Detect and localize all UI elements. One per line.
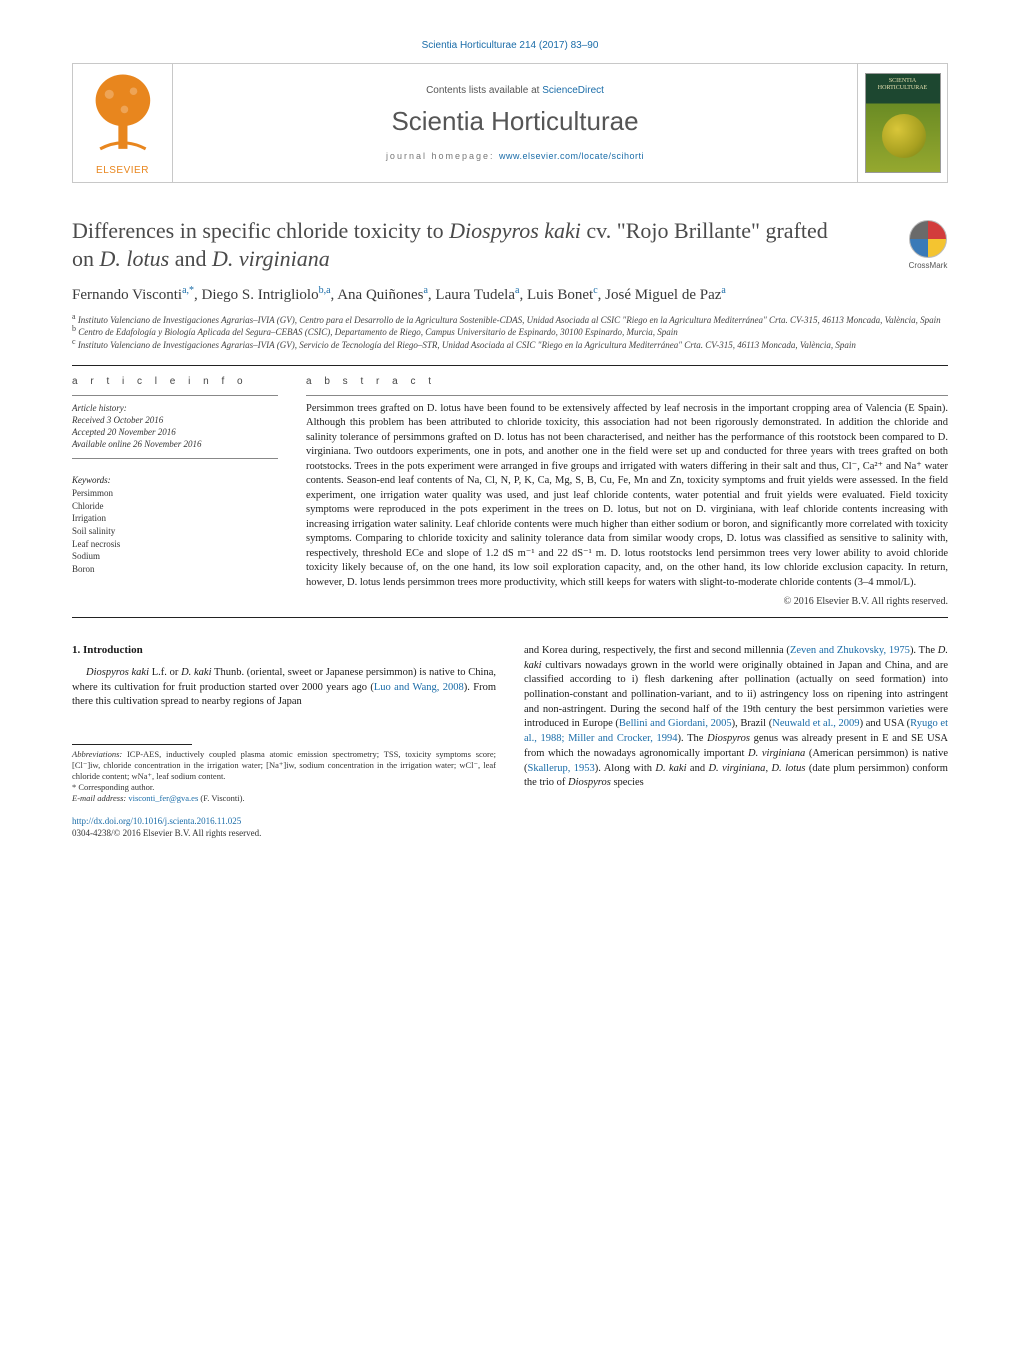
crossmark-icon — [908, 219, 948, 259]
footnotes: Abbreviations: ICP-AES, inductively coup… — [72, 749, 496, 804]
header-citation: Scientia Horticulturae 214 (2017) 83–90 — [72, 40, 948, 51]
author-list: Fernando Viscontia,*, Diego S. Intriglio… — [72, 285, 948, 306]
article-title: Differences in specific chloride toxicit… — [72, 217, 832, 273]
doi-block: http://dx.doi.org/10.1016/j.scienta.2016… — [72, 816, 496, 839]
keyword: Soil salinity — [72, 525, 278, 538]
footnotes-rule — [72, 744, 192, 745]
keyword: Chloride — [72, 500, 278, 513]
history-label: Article history: — [72, 402, 278, 414]
issn-line: 0304-4238/© 2016 Elsevier B.V. All right… — [72, 828, 496, 840]
keyword: Sodium — [72, 550, 278, 563]
sciencedirect-link[interactable]: ScienceDirect — [542, 85, 604, 96]
rule — [72, 617, 948, 618]
doi-link[interactable]: http://dx.doi.org/10.1016/j.scienta.2016… — [72, 816, 241, 826]
keyword: Irrigation — [72, 512, 278, 525]
intro-col2: and Korea during, respectively, the firs… — [524, 644, 948, 791]
intro-col1: Diospyros kaki L.f. or D. kaki Thunb. (o… — [72, 666, 496, 710]
masthead-center: Contents lists available at ScienceDirec… — [173, 75, 857, 171]
elsevier-tree-icon — [85, 70, 161, 161]
corresponding-author: * Corresponding author. — [72, 782, 496, 793]
rule — [72, 395, 278, 396]
contents-available: Contents lists available at ScienceDirec… — [183, 85, 847, 96]
affiliation: c Instituto Valenciano de Investigacione… — [72, 339, 948, 351]
author-email-link[interactable]: visconti_fer@gva.es — [128, 793, 198, 803]
title-segment: and — [169, 246, 212, 271]
article-info-head: a r t i c l e i n f o — [72, 376, 278, 387]
rule — [72, 365, 948, 366]
title-species: D. lotus — [100, 246, 170, 271]
email-who: (F. Visconti). — [198, 793, 244, 803]
abbrev-text: ICP-AES, inductively coupled plasma atom… — [72, 749, 496, 781]
publisher-name: ELSEVIER — [96, 165, 149, 176]
title-species: D. virginiana — [212, 246, 330, 271]
crossmark-badge[interactable]: CrossMark — [908, 219, 948, 270]
abstract-text: Persimmon trees grafted on D. lotus have… — [306, 402, 948, 590]
journal-cover-thumb — [857, 64, 947, 182]
history-accepted: Accepted 20 November 2016 — [72, 426, 278, 438]
homepage-link[interactable]: www.elsevier.com/locate/scihorti — [499, 151, 644, 161]
abbreviations: Abbreviations: ICP-AES, inductively coup… — [72, 749, 496, 782]
crossmark-label: CrossMark — [909, 261, 948, 270]
keyword: Leaf necrosis — [72, 538, 278, 551]
article-history: Article history: Received 3 October 2016… — [72, 402, 278, 451]
rule — [306, 395, 948, 396]
keyword: Persimmon — [72, 487, 278, 500]
contents-prefix: Contents lists available at — [426, 85, 542, 96]
email-line: E-mail address: visconti_fer@gva.es (F. … — [72, 793, 496, 804]
affiliations: a Instituto Valenciano de Investigacione… — [72, 314, 948, 350]
journal-title: Scientia Horticulturae — [183, 106, 847, 137]
rule — [72, 458, 278, 459]
affiliation: b Centro de Edafología y Biología Aplica… — [72, 326, 948, 338]
keyword: Boron — [72, 563, 278, 576]
masthead: ELSEVIER Contents lists available at Sci… — [72, 63, 948, 183]
abstract-copyright: © 2016 Elsevier B.V. All rights reserved… — [306, 596, 948, 607]
cover-image — [865, 73, 941, 173]
title-segment: Differences in specific chloride toxicit… — [72, 218, 449, 243]
journal-homepage: journal homepage: www.elsevier.com/locat… — [183, 151, 847, 161]
abstract-head: a b s t r a c t — [306, 376, 948, 387]
email-label: E-mail address: — [72, 793, 128, 803]
affiliation: a Instituto Valenciano de Investigacione… — [72, 314, 948, 326]
keywords-head: Keywords: — [72, 475, 278, 485]
abbrev-label: Abbreviations: — [72, 749, 122, 759]
elsevier-logo: ELSEVIER — [73, 64, 173, 182]
title-species: Diospyros kaki — [449, 218, 581, 243]
section-title-intro: 1. Introduction — [72, 644, 496, 656]
keywords-list: PersimmonChlorideIrrigationSoil salinity… — [72, 487, 278, 575]
history-online: Available online 26 November 2016 — [72, 438, 278, 450]
history-received: Received 3 October 2016 — [72, 414, 278, 426]
homepage-prefix: journal homepage: — [386, 151, 499, 161]
